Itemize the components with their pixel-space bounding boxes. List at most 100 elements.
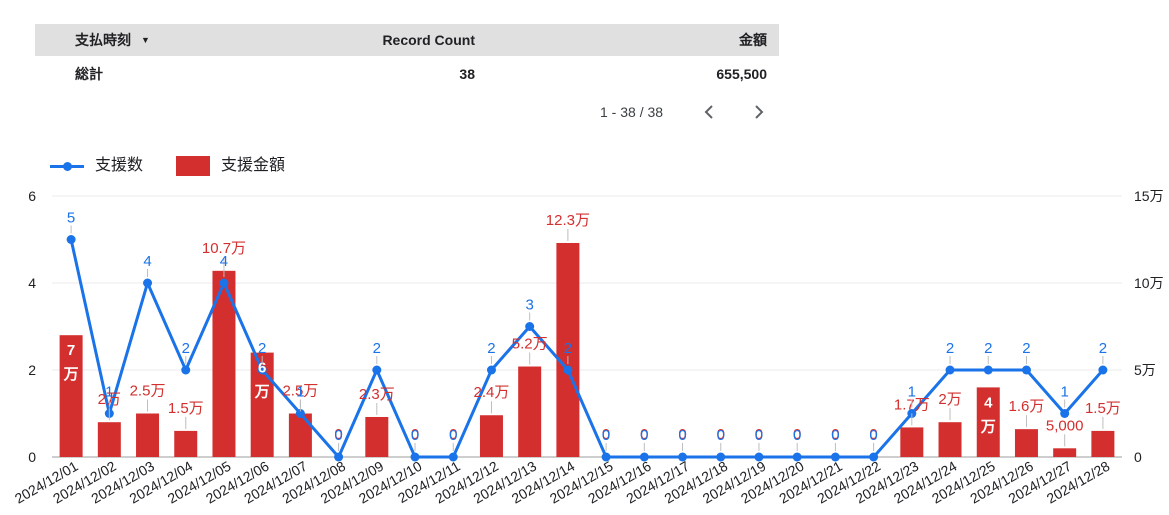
bar-series-swatch xyxy=(176,156,210,176)
line-data-label: 0 xyxy=(678,427,686,444)
total-label: 総計 xyxy=(75,66,103,82)
bar-data-label: 0 xyxy=(869,426,877,443)
line-point xyxy=(601,452,611,462)
line-point xyxy=(754,452,764,462)
bar-data-label: 0 xyxy=(411,426,419,443)
y-left-tick-label: 0 xyxy=(28,449,36,465)
line-point xyxy=(1060,409,1070,418)
column-header-amount[interactable]: 金額 xyxy=(739,32,767,48)
next-page-icon[interactable] xyxy=(748,102,768,122)
previous-page-icon[interactable] xyxy=(700,102,720,122)
line-point xyxy=(486,365,496,375)
line-data-label: 2 xyxy=(946,340,954,357)
line-point xyxy=(563,365,573,375)
y-right-tick-label: 0 xyxy=(1134,449,1142,465)
bar xyxy=(136,413,160,457)
bar-data-label-unit: 万 xyxy=(254,384,270,401)
line-point xyxy=(66,235,76,244)
bar xyxy=(212,270,236,457)
bar-data-label: 2.3万 xyxy=(359,386,395,403)
line-point xyxy=(410,452,420,462)
y-left-tick-label: 2 xyxy=(28,362,36,378)
line-data-label: 2 xyxy=(373,340,381,357)
y-right-tick-label: 10万 xyxy=(1134,275,1164,291)
bar-data-label: 0 xyxy=(793,426,801,443)
bar-data-label: 5.2万 xyxy=(512,336,548,353)
column-header-record-count[interactable]: Record Count xyxy=(382,32,475,48)
y-right-tick-label: 5万 xyxy=(1134,362,1156,378)
line-data-label: 2 xyxy=(258,340,266,357)
column-header-payment-time[interactable]: 支払時刻 ▼ xyxy=(75,24,150,57)
bar-data-label: 0 xyxy=(640,426,648,443)
line-data-label: 4 xyxy=(143,253,151,270)
bar xyxy=(556,242,580,457)
bar xyxy=(900,427,924,457)
y-left-tick-label: 4 xyxy=(28,275,36,291)
line-data-label: 2 xyxy=(984,340,992,357)
bar xyxy=(174,430,198,457)
bar xyxy=(288,413,312,457)
line-data-label: 0 xyxy=(755,427,763,444)
legend-label-amount: 支援金額 xyxy=(221,157,286,174)
line-point xyxy=(792,452,802,462)
bar xyxy=(365,416,389,457)
line-point xyxy=(295,409,305,418)
table-header-row: 支払時刻 ▼ Record Count 金額 xyxy=(35,24,779,56)
total-record-count: 38 xyxy=(459,66,475,82)
line-point xyxy=(257,365,267,375)
bar-data-label: 1.6万 xyxy=(1009,398,1045,415)
line-data-label: 0 xyxy=(411,427,419,444)
y-left-tick-label: 6 xyxy=(28,188,36,204)
bar-data-label: 1.5万 xyxy=(168,400,204,417)
line-data-label: 2 xyxy=(182,340,190,357)
bar xyxy=(59,335,83,457)
line-point xyxy=(716,452,726,462)
line-point xyxy=(869,452,879,462)
line-data-label: 2 xyxy=(1022,340,1030,357)
line-point xyxy=(1021,365,1031,375)
bar-data-label: 2万 xyxy=(938,391,961,408)
bar xyxy=(1091,430,1115,457)
bar-data-label: 12.3万 xyxy=(546,212,590,229)
line-point xyxy=(1098,365,1108,375)
line-data-label: 3 xyxy=(526,297,534,314)
bar-data-label: 1.5万 xyxy=(1085,400,1121,417)
line-point xyxy=(945,365,955,375)
bar xyxy=(938,422,962,457)
line-data-label: 2 xyxy=(1099,340,1107,357)
sort-down-icon[interactable]: ▼ xyxy=(141,35,150,46)
line-data-label: 0 xyxy=(449,427,457,444)
total-amount: 655,500 xyxy=(716,66,767,82)
line-point xyxy=(983,365,993,375)
bar-data-label: 5,000 xyxy=(1046,417,1084,434)
line-data-label: 5 xyxy=(67,210,75,227)
bar-data-label: 0 xyxy=(449,426,457,443)
line-point xyxy=(525,322,535,331)
bar xyxy=(479,415,503,457)
line-point xyxy=(181,365,191,375)
line-point xyxy=(830,452,840,462)
pagination: 1 - 38 / 38 xyxy=(600,98,780,128)
y-right-tick-label: 15万 xyxy=(1134,188,1164,204)
line-data-label: 0 xyxy=(602,427,610,444)
pagination-range: 1 - 38 / 38 xyxy=(600,104,664,120)
bar-data-label: 0 xyxy=(334,426,342,443)
line-data-label: 1 xyxy=(1061,384,1069,401)
summary-table: 支払時刻 ▼ Record Count 金額 総計 38 655,500 xyxy=(35,24,779,92)
line-point xyxy=(372,365,382,375)
table-total-row: 総計 38 655,500 xyxy=(35,56,779,92)
bar xyxy=(97,422,121,457)
bar-data-label: 7 xyxy=(67,342,75,359)
line-data-label: 0 xyxy=(831,427,839,444)
bar-data-label: 0 xyxy=(717,426,725,443)
line-data-label: 2 xyxy=(564,340,572,357)
bar-data-label: 2.4万 xyxy=(474,384,510,401)
line-data-label: 0 xyxy=(717,427,725,444)
bar xyxy=(518,366,542,457)
line-series-path xyxy=(69,239,1105,459)
line-point xyxy=(334,452,344,462)
line-point xyxy=(219,278,229,288)
bar-data-label: 2.5万 xyxy=(282,383,318,400)
line-data-label: 1 xyxy=(105,384,113,401)
